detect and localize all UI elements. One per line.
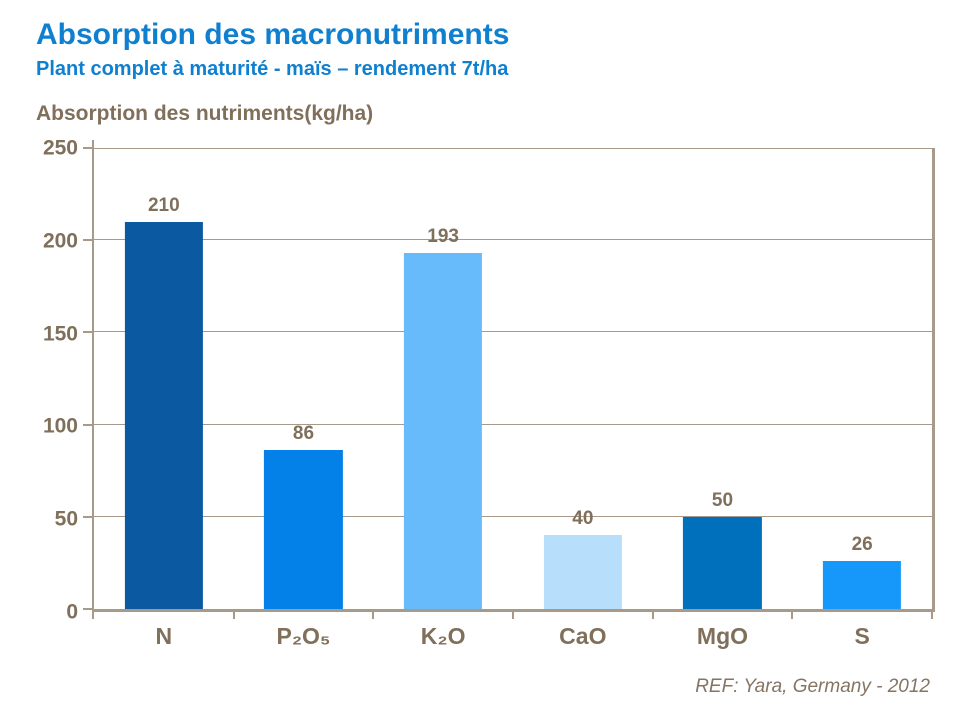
x-axis-tick [791, 609, 794, 619]
bar-3 [404, 253, 483, 609]
y-tick-label-250: 250 [42, 136, 78, 160]
x-axis-tick [512, 609, 514, 619]
bar-4 [543, 535, 622, 609]
y-axis-labels: 0 50 100 150 200 250 [0, 138, 78, 623]
x-axis-tick [651, 609, 654, 619]
y-tick-label-200: 200 [42, 229, 78, 253]
y-axis-tick [83, 239, 92, 242]
x-axis-tick [92, 609, 94, 619]
x-axis-tick [372, 609, 375, 619]
y-axis-tick [83, 331, 92, 334]
y-axis-tick [83, 423, 92, 426]
y-tick-label-150: 150 [42, 322, 78, 346]
bar-1 [124, 221, 203, 609]
x-tick-label-4: CaO [559, 623, 607, 649]
bar-value-label-1: 210 [147, 194, 180, 216]
bar-5 [683, 516, 762, 609]
bar-slot-6: 26 [792, 148, 932, 609]
bar-6 [823, 561, 902, 609]
x-tick-label-5: MgO [696, 623, 749, 649]
gridline-150 [94, 331, 932, 333]
x-axis-labels: N P₂O₅ K₂O CaO MgO S [94, 623, 932, 660]
gridline-200 [94, 239, 932, 241]
y-tick-label-100: 100 [42, 414, 78, 438]
bar-slot-3: 193 [373, 148, 513, 609]
bar-slot-4: 40 [513, 148, 653, 609]
y-tick-label-0: 0 [66, 600, 78, 624]
bar-value-label-5: 50 [711, 489, 734, 511]
chart-axis-title: Absorption des nutriments(kg/ha) [36, 102, 374, 125]
bar-value-label-2: 86 [292, 423, 315, 445]
x-axis-tick [931, 609, 933, 619]
y-axis-stub [92, 140, 94, 148]
bar-slot-2: 86 [234, 148, 374, 609]
bar-value-label-3: 193 [427, 226, 459, 248]
reference-text: REF: Yara, Germany - 2012 [695, 676, 930, 697]
bar-value-label-6: 26 [851, 534, 873, 556]
bar-chart-plot-area: 210 86 193 40 50 26 [83, 140, 935, 619]
bar-slot-5: 50 [653, 148, 793, 609]
slide-subtitle: Plant complet à maturité - maïs – rendem… [36, 58, 509, 80]
bar-value-label-4: 40 [572, 508, 594, 530]
y-tick-label-50: 50 [54, 507, 78, 531]
x-axis-tick [232, 609, 235, 619]
x-tick-label-6: S [854, 623, 870, 649]
y-axis-tick [83, 608, 92, 610]
bar-slot-1: 210 [94, 148, 234, 609]
y-axis-tick [83, 515, 92, 518]
bar-2 [264, 450, 343, 609]
x-tick-label-1: N [155, 623, 173, 649]
x-tick-label-2: P₂O₅ [276, 623, 331, 649]
gridline-250 [94, 148, 932, 149]
slide-title: Absorption des macronutriments [36, 18, 510, 51]
x-tick-label-3: K₂O [420, 623, 466, 649]
y-axis-tick [83, 147, 92, 149]
gridline-100 [94, 423, 932, 425]
gridline-50 [94, 515, 932, 517]
